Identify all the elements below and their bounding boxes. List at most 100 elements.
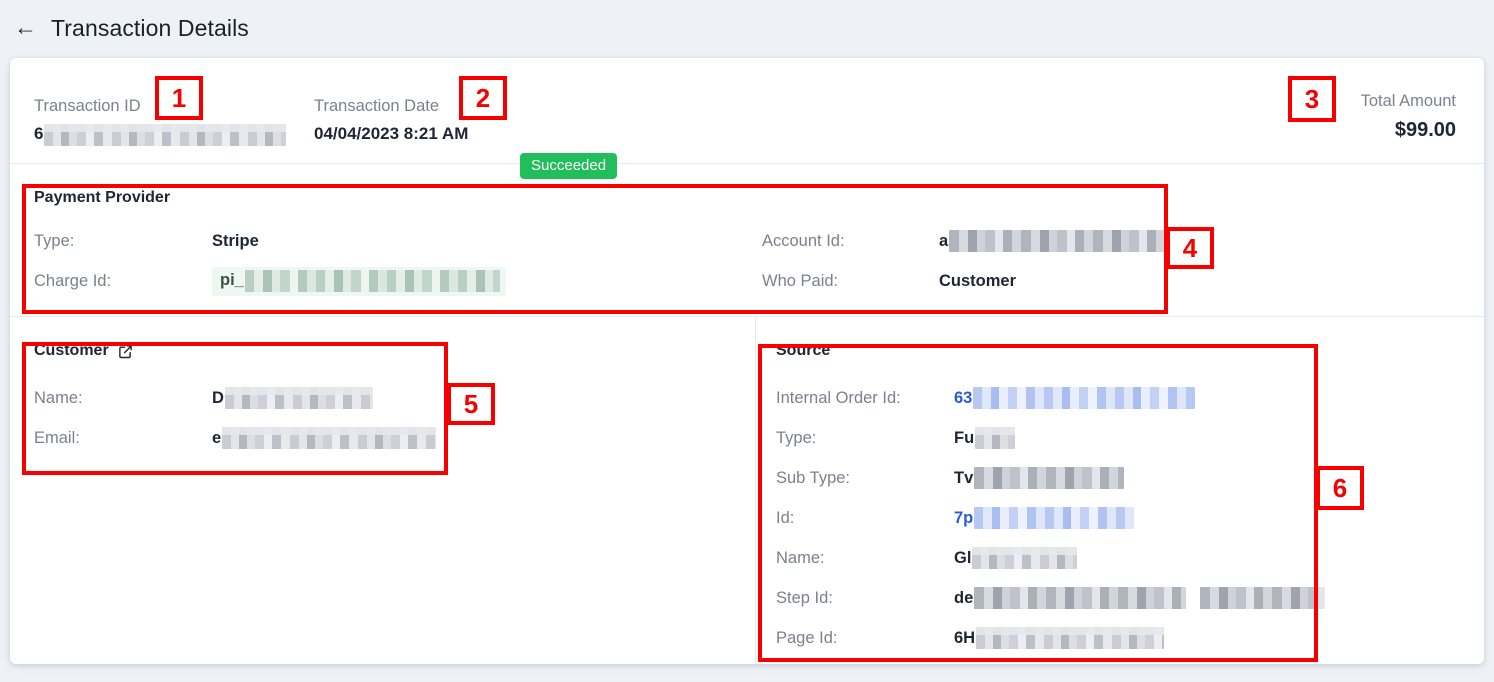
field-value: Customer: [939, 271, 1017, 290]
source-name-redaction: [972, 547, 1078, 569]
field-value: a: [939, 230, 1178, 252]
charge-id-redaction: [244, 269, 500, 292]
status-badge-block: Succeeded: [520, 153, 618, 179]
field-label: Step Id:: [776, 588, 833, 607]
internal-order-id-redaction: [973, 387, 1196, 409]
field-value: pi_: [212, 266, 506, 296]
field-row-type: Type: Stripe: [34, 221, 506, 261]
annotation-badge-2: 2: [459, 76, 507, 120]
field-label: Id:: [776, 508, 795, 527]
source-id-prefix: 7p: [954, 508, 974, 527]
field-label: Sub Type:: [776, 468, 851, 487]
field-row-account-id: Account Id: a: [762, 221, 1178, 261]
transaction-id-label: Transaction ID: [34, 97, 141, 115]
transaction-id-prefix: 6: [34, 124, 44, 143]
back-arrow-icon[interactable]: ←: [14, 13, 37, 40]
field-value: Tv: [954, 467, 1125, 489]
customer-email-redaction: [222, 427, 437, 449]
customer-name-prefix: D: [212, 388, 224, 407]
field-row-email: Email: e: [34, 418, 437, 458]
field-label: Who Paid:: [762, 271, 839, 290]
charge-id-chip: pi_: [212, 266, 506, 296]
field-row-id: Id: 7p: [776, 498, 1325, 538]
divider-provider: [10, 316, 1484, 317]
field-value[interactable]: 7p: [954, 507, 1135, 529]
customer-title-row: Customer: [34, 342, 436, 360]
account-id-prefix: a: [939, 231, 949, 250]
payment-provider-section: Payment Provider Type: Stripe Charge Id:…: [10, 164, 1484, 316]
divider-summary: [10, 163, 1484, 164]
internal-order-id-prefix: 63: [954, 388, 973, 407]
field-row-page-id: Page Id: 6H: [776, 618, 1325, 658]
page-id-redaction: [976, 627, 1165, 649]
page-title: Transaction Details: [51, 14, 249, 41]
transaction-id-redaction: [44, 123, 287, 146]
field-row-source-type: Type: Fu: [776, 418, 1325, 458]
customer-name-redaction: [224, 387, 373, 409]
field-row-name: Name: D: [34, 378, 436, 418]
column-divider: [755, 317, 756, 664]
field-value[interactable]: 63: [954, 387, 1196, 409]
annotation-badge-1: 1: [155, 76, 203, 120]
customer-fields: Name: D Email: e: [34, 378, 437, 458]
field-label: Account Id:: [762, 231, 845, 250]
annotation-badge-4: 4: [1166, 227, 1214, 269]
transaction-date-label: Transaction Date: [314, 97, 440, 115]
source-id-redaction: [974, 507, 1135, 529]
page-id-prefix: 6H: [954, 628, 976, 647]
status-badge: Succeeded: [520, 153, 618, 179]
external-link-icon[interactable]: [118, 344, 133, 359]
step-id-redaction-2: [1200, 587, 1326, 609]
page-header: ← Transaction Details: [0, 0, 1494, 56]
field-value: D: [212, 387, 373, 409]
transaction-date-value: 04/04/2023 8:21 AM: [314, 124, 469, 143]
annotation-badge-6: 6: [1316, 466, 1364, 510]
field-value: e: [212, 427, 437, 449]
field-label: Name:: [34, 388, 83, 407]
field-label: Type:: [776, 428, 817, 447]
summary-row: Transaction ID 6 Transaction Date 04/04/…: [10, 58, 1484, 179]
field-label: Charge Id:: [34, 271, 112, 290]
total-amount-value: $99.00: [1394, 119, 1456, 141]
customer-title: Customer: [34, 342, 109, 359]
field-value: de: [954, 587, 1326, 609]
field-row-internal-order-id: Internal Order Id: 63: [776, 378, 1325, 418]
payment-provider-left-column: Type: Stripe Charge Id: pi_: [34, 221, 506, 301]
field-value: Fu: [954, 427, 1016, 449]
transaction-id-block: Transaction ID 6: [34, 96, 287, 146]
field-row-who-paid: Who Paid: Customer: [762, 261, 1177, 301]
customer-section: Customer Name: D: [34, 342, 437, 458]
field-label: Email:: [34, 428, 80, 447]
customer-email-prefix: e: [212, 428, 222, 447]
field-label: Name:: [776, 548, 825, 567]
payment-provider-right-column: Account Id: a Who Paid: Customer: [762, 221, 1178, 301]
field-label: Page Id:: [776, 628, 838, 647]
field-row-step-id: Step Id: de: [776, 578, 1326, 618]
source-title: Source: [776, 342, 831, 359]
annotation-badge-5: 5: [447, 383, 495, 425]
field-label: Internal Order Id:: [776, 388, 901, 407]
charge-id-prefix: pi_: [220, 271, 244, 289]
payment-provider-title: Payment Provider: [34, 189, 171, 206]
field-value: Gl: [954, 547, 1078, 569]
account-id-redaction: [949, 230, 1178, 252]
field-row-source-name: Name: Gl: [776, 538, 1325, 578]
field-value: 6H: [954, 627, 1165, 649]
sub-type-redaction: [974, 467, 1125, 489]
transaction-date-block: Transaction Date 04/04/2023 8:21 AM: [314, 96, 468, 145]
field-label: Type:: [34, 231, 75, 250]
step-id-redaction-1: [974, 587, 1187, 609]
field-row-charge-id: Charge Id: pi_: [34, 261, 506, 301]
sub-type-prefix: Tv: [954, 468, 974, 487]
transaction-card: Transaction ID 6 Transaction Date 04/04/…: [10, 58, 1484, 664]
transaction-id-value: 6: [34, 123, 287, 146]
field-row-sub-type: Sub Type: Tv: [776, 458, 1325, 498]
step-id-prefix: de: [954, 588, 974, 607]
total-amount-block: Total Amount $99.00: [1361, 91, 1456, 141]
field-value: Stripe: [212, 231, 259, 250]
details-columns: Customer Name: D: [10, 317, 1484, 664]
source-type-prefix: Fu: [954, 428, 975, 447]
total-amount-label: Total Amount: [1360, 92, 1456, 110]
source-type-redaction: [975, 427, 1016, 449]
